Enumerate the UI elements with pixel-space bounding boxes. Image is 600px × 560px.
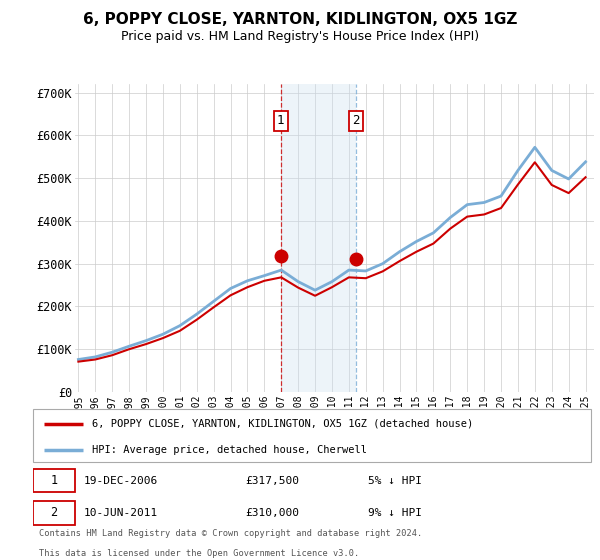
FancyBboxPatch shape <box>33 409 591 462</box>
Text: Price paid vs. HM Land Registry's House Price Index (HPI): Price paid vs. HM Land Registry's House … <box>121 30 479 43</box>
Text: HPI: Average price, detached house, Cherwell: HPI: Average price, detached house, Cher… <box>92 445 367 455</box>
FancyBboxPatch shape <box>33 501 75 525</box>
Text: This data is licensed under the Open Government Licence v3.0.: This data is licensed under the Open Gov… <box>38 549 359 558</box>
Text: Contains HM Land Registry data © Crown copyright and database right 2024.: Contains HM Land Registry data © Crown c… <box>38 529 422 538</box>
Text: 9% ↓ HPI: 9% ↓ HPI <box>368 508 422 518</box>
Bar <box>281 84 356 392</box>
FancyBboxPatch shape <box>33 469 75 492</box>
Text: 6, POPPY CLOSE, YARNTON, KIDLINGTON, OX5 1GZ: 6, POPPY CLOSE, YARNTON, KIDLINGTON, OX5… <box>83 12 517 27</box>
Text: £310,000: £310,000 <box>245 508 299 518</box>
Text: 6, POPPY CLOSE, YARNTON, KIDLINGTON, OX5 1GZ (detached house): 6, POPPY CLOSE, YARNTON, KIDLINGTON, OX5… <box>92 419 473 429</box>
Text: 2: 2 <box>50 506 58 519</box>
Text: 19-DEC-2006: 19-DEC-2006 <box>83 475 157 486</box>
Text: £317,500: £317,500 <box>245 475 299 486</box>
Text: 5% ↓ HPI: 5% ↓ HPI <box>368 475 422 486</box>
Text: 2: 2 <box>353 114 360 128</box>
Text: 1: 1 <box>277 114 284 128</box>
Text: 10-JUN-2011: 10-JUN-2011 <box>83 508 157 518</box>
Text: 1: 1 <box>50 474 58 487</box>
